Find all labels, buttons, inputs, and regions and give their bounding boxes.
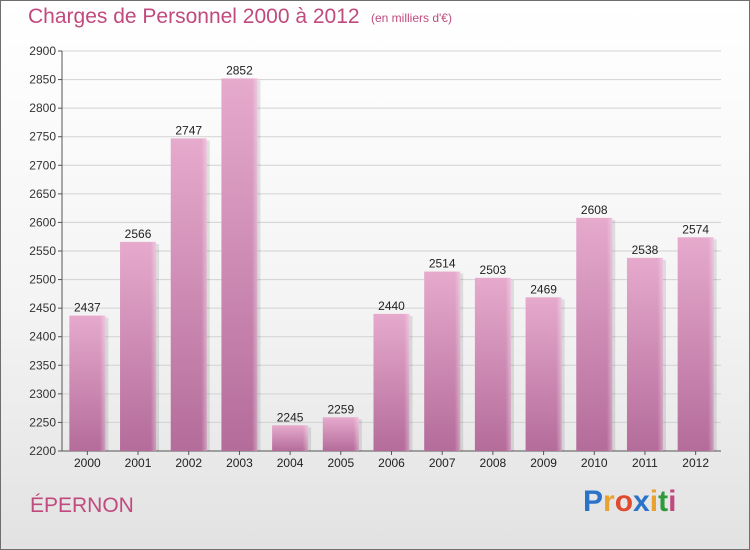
x-tick-label-2006: 2006: [378, 456, 405, 470]
data-label-2006: 2440: [378, 299, 405, 313]
logo-letter: r: [603, 485, 615, 518]
y-tick-label: 2800: [29, 101, 56, 115]
x-tick-label-2007: 2007: [429, 456, 456, 470]
bar-highlight: [424, 271, 461, 451]
x-tick-label-2000: 2000: [74, 456, 101, 470]
bar-highlight: [626, 257, 663, 451]
data-label-2005: 2259: [327, 402, 354, 416]
y-tick-label: 2450: [29, 301, 56, 315]
y-tick-label: 2250: [29, 415, 56, 429]
bar-highlight: [170, 138, 207, 451]
bars: [69, 78, 717, 451]
bar-highlight: [474, 277, 511, 451]
x-tick-labels: 2000 2001 2002 2003 2004 2005 2006 2007 2008 2009…: [74, 456, 709, 470]
bar-highlight: [576, 217, 613, 451]
x-tick-label-2011: 2011: [632, 456, 658, 470]
bar-highlight: [677, 237, 714, 451]
data-label-2010: 2608: [581, 203, 608, 217]
x-tick-label-2004: 2004: [277, 456, 304, 470]
y-tick-label: 2850: [29, 73, 56, 87]
chart-subtitle: (en milliers d'€): [371, 11, 452, 25]
logo-letter: i: [649, 485, 659, 518]
bar-highlight: [373, 313, 410, 451]
data-label-2011: 2538: [632, 243, 659, 257]
logo-letter: i: [668, 485, 677, 518]
logo-letter: t: [658, 485, 669, 518]
y-tick-label: 2700: [29, 158, 56, 172]
logo-letter: P: [583, 485, 604, 518]
y-tick-labels: 2200 2250 2300 2350 2400 2450 2500 2550 2600 2650…: [29, 44, 56, 458]
bar-highlight: [525, 297, 562, 451]
chart-title: Charges de Personnel 2000 à 2012: [28, 5, 360, 28]
x-tick-label-2010: 2010: [581, 456, 608, 470]
y-tick-label: 2650: [29, 187, 56, 201]
data-label-2001: 2566: [125, 227, 152, 241]
data-label-2012: 2574: [682, 222, 709, 236]
y-tick-label: 2400: [29, 330, 56, 344]
data-label-2004: 2245: [277, 410, 304, 424]
y-tick-label: 2900: [29, 44, 56, 58]
x-tick-label-2009: 2009: [530, 456, 557, 470]
y-tick-label: 2300: [29, 387, 56, 401]
bar-highlight: [69, 315, 106, 451]
data-label-2000: 2437: [74, 301, 101, 315]
bar-highlight: [322, 417, 359, 451]
x-tick-label-2002: 2002: [175, 456, 202, 470]
x-tick-label-2008: 2008: [480, 456, 507, 470]
y-tick-label: 2550: [29, 244, 56, 258]
place-name: ÉPERNON: [30, 494, 134, 517]
x-tick-label-2001: 2001: [125, 456, 152, 470]
data-labels: 2437 2566 2747 2852 2245 2259 2440 2514 2503 2469…: [74, 63, 709, 424]
data-label-2008: 2503: [480, 263, 507, 277]
x-tick-label-2012: 2012: [682, 456, 709, 470]
logo-letter: o: [614, 485, 634, 518]
x-tick-label-2003: 2003: [226, 456, 253, 470]
y-tick-label: 2500: [29, 273, 56, 287]
bar-highlight: [272, 425, 309, 451]
y-tick-label: 2350: [29, 358, 56, 372]
proxiti-logo: Proxiti: [583, 485, 676, 519]
data-label-2007: 2514: [429, 257, 456, 271]
y-tick-label: 2750: [29, 130, 56, 144]
bar-highlight: [221, 78, 258, 451]
logo-letter: x: [633, 485, 650, 518]
y-tick-label: 2200: [29, 444, 56, 458]
data-label-2002: 2747: [175, 123, 202, 137]
bar-highlight: [120, 241, 157, 451]
y-tick-label: 2600: [29, 215, 56, 229]
x-tick-label-2005: 2005: [327, 456, 354, 470]
data-label-2009: 2469: [530, 282, 557, 296]
data-label-2003: 2852: [226, 63, 253, 77]
